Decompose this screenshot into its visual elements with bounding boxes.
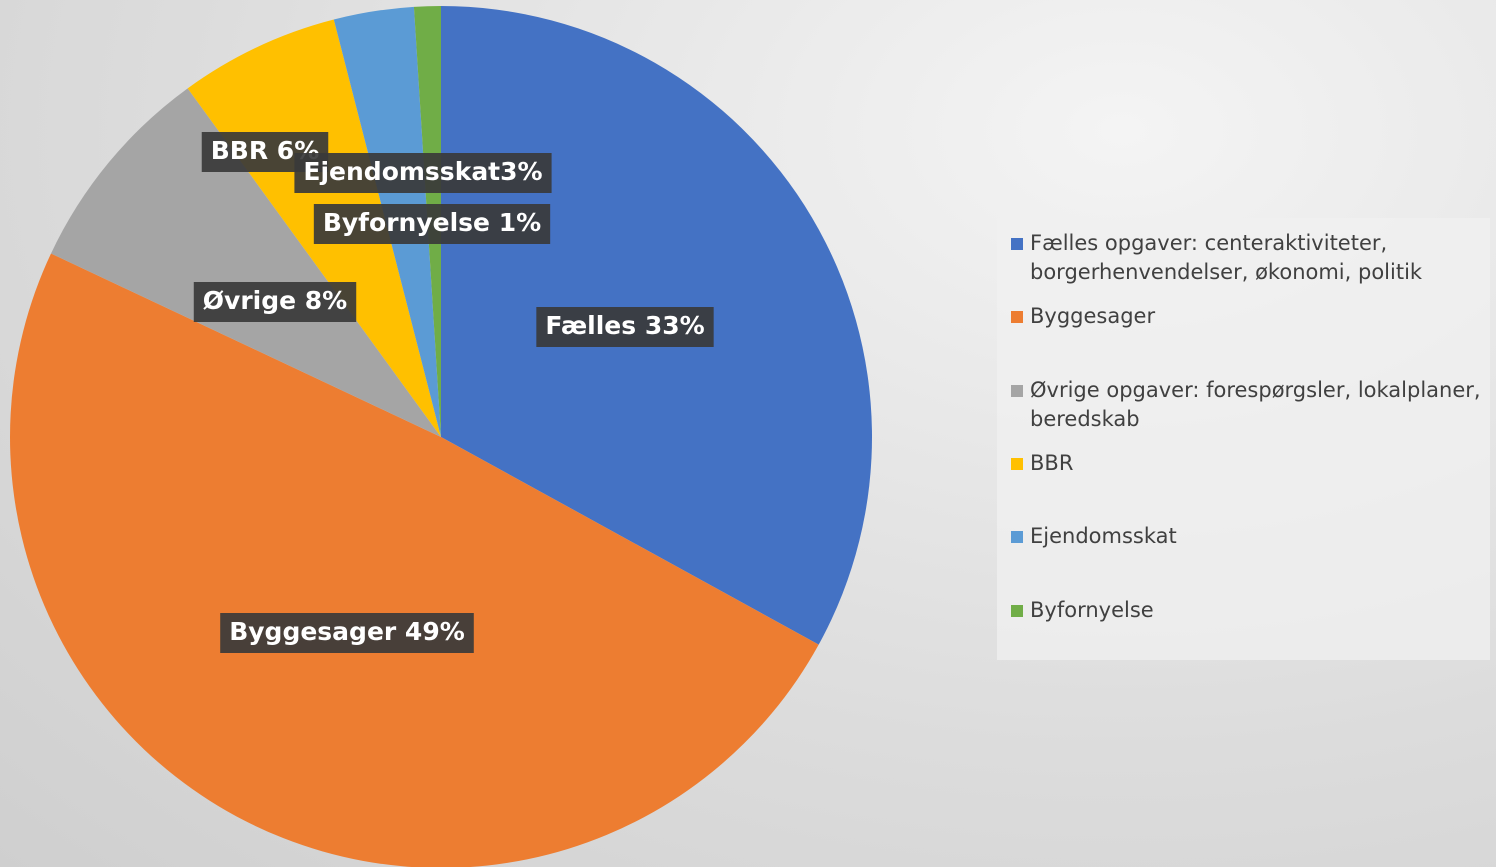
data-label-box xyxy=(294,153,552,193)
legend-item: Øvrige opgaver: forespørgsler, lokalplan… xyxy=(1011,376,1481,434)
pie-slice xyxy=(9,253,819,867)
data-label-box xyxy=(313,204,551,244)
data-label-box xyxy=(536,307,714,347)
legend-label: Fælles opgaver: centeraktiviteter, borge… xyxy=(1030,231,1423,284)
data-label-group: Byggesager 49% xyxy=(220,613,474,653)
legend-item: Fælles opgaver: centeraktiviteter, borge… xyxy=(1011,229,1481,287)
legend-label: Byggesager xyxy=(1030,304,1156,329)
legend-item: BBR xyxy=(1011,449,1481,478)
legend-swatch xyxy=(1011,531,1023,544)
legend-swatch xyxy=(1011,384,1023,397)
data-label-box xyxy=(220,613,474,653)
data-label: Byfornyelse 1% xyxy=(323,208,541,237)
data-label-group: Øvrige 8% xyxy=(193,282,357,322)
data-label: Fælles 33% xyxy=(545,311,704,340)
pie-slice xyxy=(51,88,442,438)
legend-swatch xyxy=(1011,457,1023,470)
legend: Fælles opgaver: centeraktiviteter, borge… xyxy=(997,218,1490,660)
data-label-box xyxy=(193,282,357,322)
legend-label: Byfornyelse xyxy=(1030,597,1154,622)
legend-swatch xyxy=(1011,311,1023,324)
legend-item: Byggesager xyxy=(1011,302,1481,331)
data-label-group: Fælles 33% xyxy=(536,307,714,347)
data-label: Byggesager 49% xyxy=(229,617,465,646)
legend-item: Byfornyelse xyxy=(1011,596,1481,625)
legend-label: Ejendomsskat xyxy=(1030,524,1177,549)
legend-swatch xyxy=(1011,604,1023,617)
data-label: Øvrige 8% xyxy=(203,286,347,315)
legend-item: Ejendomsskat xyxy=(1011,522,1481,551)
data-label-group: Byfornyelse 1% xyxy=(313,204,551,244)
data-label: Ejendomsskat3% xyxy=(303,157,542,186)
data-label-group: Ejendomsskat3% xyxy=(294,153,552,193)
legend-label: Øvrige opgaver: forespørgsler, lokalplan… xyxy=(1030,377,1481,431)
legend-swatch xyxy=(1011,238,1023,250)
legend-label: BBR xyxy=(1030,450,1074,475)
